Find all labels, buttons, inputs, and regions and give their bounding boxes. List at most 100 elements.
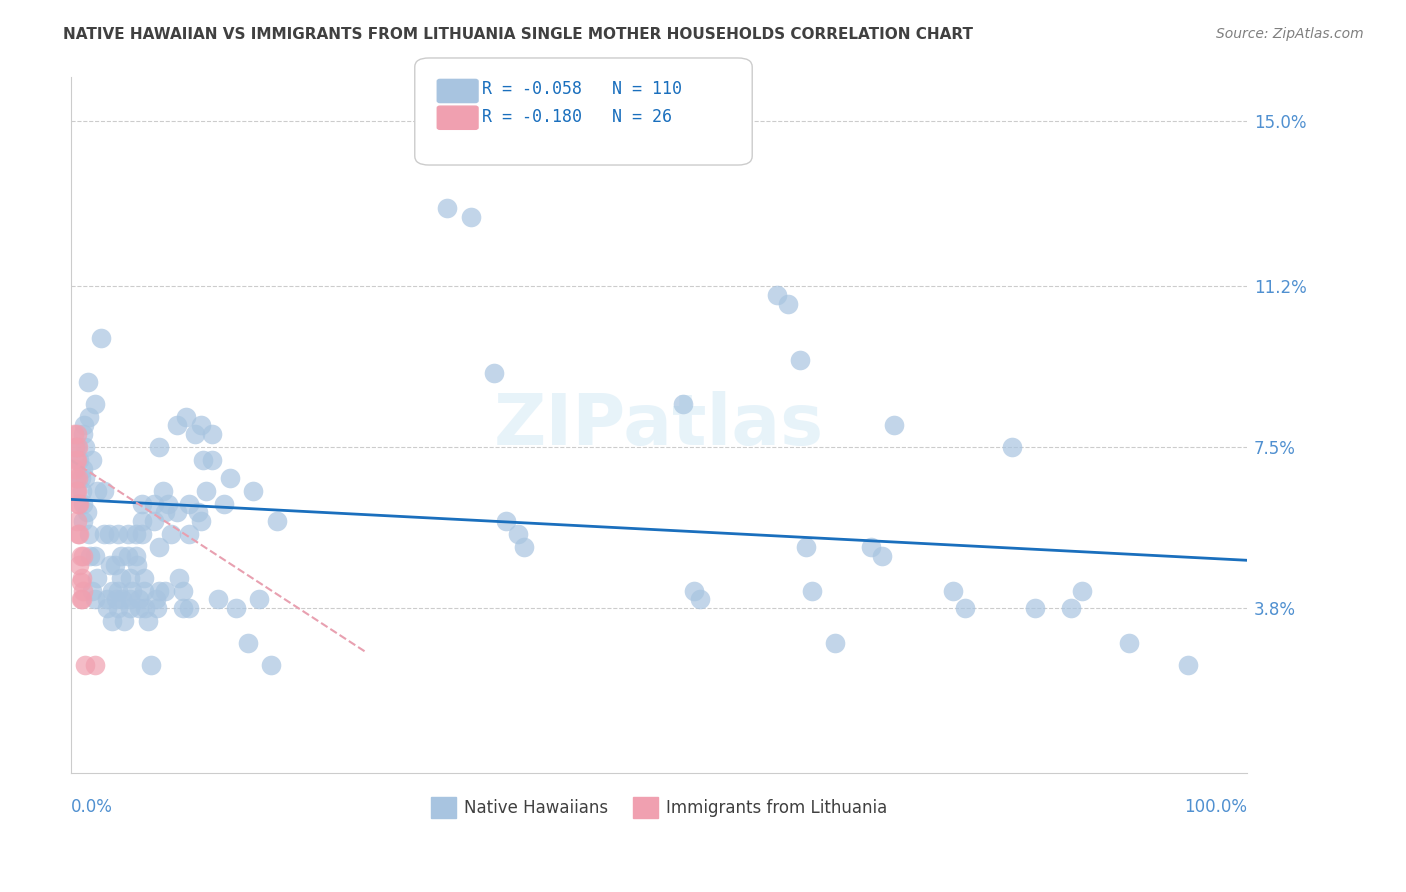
Point (63, 440, 86, 454)
Point (86, 571, 108, 585)
Point (77, 409, 100, 424)
Point (118, 571, 141, 585)
Point (72, 583, 94, 598)
Point (1118, 636, 1140, 650)
Text: 100.0%: 100.0% (1184, 798, 1247, 816)
Point (83, 397, 105, 411)
Point (1177, 657, 1199, 672)
Point (166, 418, 188, 433)
Point (136, 614, 159, 628)
Text: 0.0%: 0.0% (72, 798, 112, 816)
Point (177, 601, 200, 615)
Point (201, 427, 224, 442)
Point (117, 549, 139, 563)
Point (506, 527, 529, 541)
Point (134, 571, 156, 585)
Point (141, 657, 163, 672)
Text: R = -0.180   N = 26: R = -0.180 N = 26 (482, 108, 672, 126)
Point (111, 592, 134, 607)
Text: ZIPatlas: ZIPatlas (494, 391, 824, 460)
Point (93, 527, 115, 541)
Point (70, 571, 93, 585)
Point (166, 505, 188, 519)
Point (883, 418, 905, 433)
Point (183, 427, 205, 442)
Point (62, 427, 84, 442)
Point (794, 540, 817, 554)
Point (70, 483, 93, 498)
Point (131, 514, 153, 528)
Point (131, 497, 153, 511)
Point (824, 636, 846, 650)
Point (155, 505, 177, 519)
Point (67, 527, 90, 541)
Point (83, 657, 105, 672)
Point (63, 462, 86, 476)
Point (69, 549, 91, 563)
Point (65, 483, 87, 498)
Point (73, 418, 96, 433)
Point (953, 601, 976, 615)
Point (172, 583, 194, 598)
Point (800, 583, 823, 598)
Point (1001, 440, 1024, 454)
Point (177, 527, 200, 541)
Point (82, 453, 104, 467)
Point (1024, 601, 1046, 615)
Point (72, 497, 94, 511)
Point (66, 427, 89, 442)
Point (225, 601, 247, 615)
Point (260, 657, 283, 672)
Point (125, 549, 148, 563)
Point (65, 453, 87, 467)
Point (160, 527, 183, 541)
Point (121, 583, 143, 598)
Point (131, 527, 153, 541)
Point (72, 514, 94, 528)
Point (107, 583, 129, 598)
Point (148, 440, 170, 454)
Point (82, 583, 104, 598)
Point (142, 497, 165, 511)
Point (96, 601, 118, 615)
Point (69, 558, 91, 572)
Point (83, 592, 105, 607)
Point (195, 483, 218, 498)
Point (69, 592, 91, 607)
Point (683, 583, 706, 598)
Point (155, 583, 177, 598)
Point (145, 592, 167, 607)
Point (96, 592, 118, 607)
Point (207, 592, 229, 607)
Point (107, 601, 129, 615)
Point (75, 440, 97, 454)
Point (117, 527, 139, 541)
Point (148, 540, 170, 554)
Point (942, 583, 965, 598)
Point (689, 592, 711, 607)
Point (66, 453, 89, 467)
Point (76, 375, 98, 389)
Point (242, 483, 264, 498)
Point (156, 497, 179, 511)
Point (93, 483, 115, 498)
Point (765, 288, 787, 302)
Point (70, 592, 93, 607)
Point (172, 601, 194, 615)
Point (66, 514, 89, 528)
Point (110, 571, 132, 585)
Point (436, 201, 458, 215)
Point (86, 483, 108, 498)
Text: Source: ZipAtlas.com: Source: ZipAtlas.com (1216, 27, 1364, 41)
Point (778, 296, 800, 310)
Point (107, 527, 129, 541)
Point (148, 583, 170, 598)
Text: R = -0.058   N = 110: R = -0.058 N = 110 (482, 80, 682, 98)
Point (66, 483, 89, 498)
Point (142, 514, 165, 528)
Text: NATIVE HAWAIIAN VS IMMIGRANTS FROM LITHUANIA SINGLE MOTHER HOUSEHOLDS CORRELATIO: NATIVE HAWAIIAN VS IMMIGRANTS FROM LITHU… (63, 27, 973, 42)
Point (177, 497, 200, 511)
Point (190, 514, 212, 528)
Point (212, 497, 235, 511)
Point (98, 558, 121, 572)
